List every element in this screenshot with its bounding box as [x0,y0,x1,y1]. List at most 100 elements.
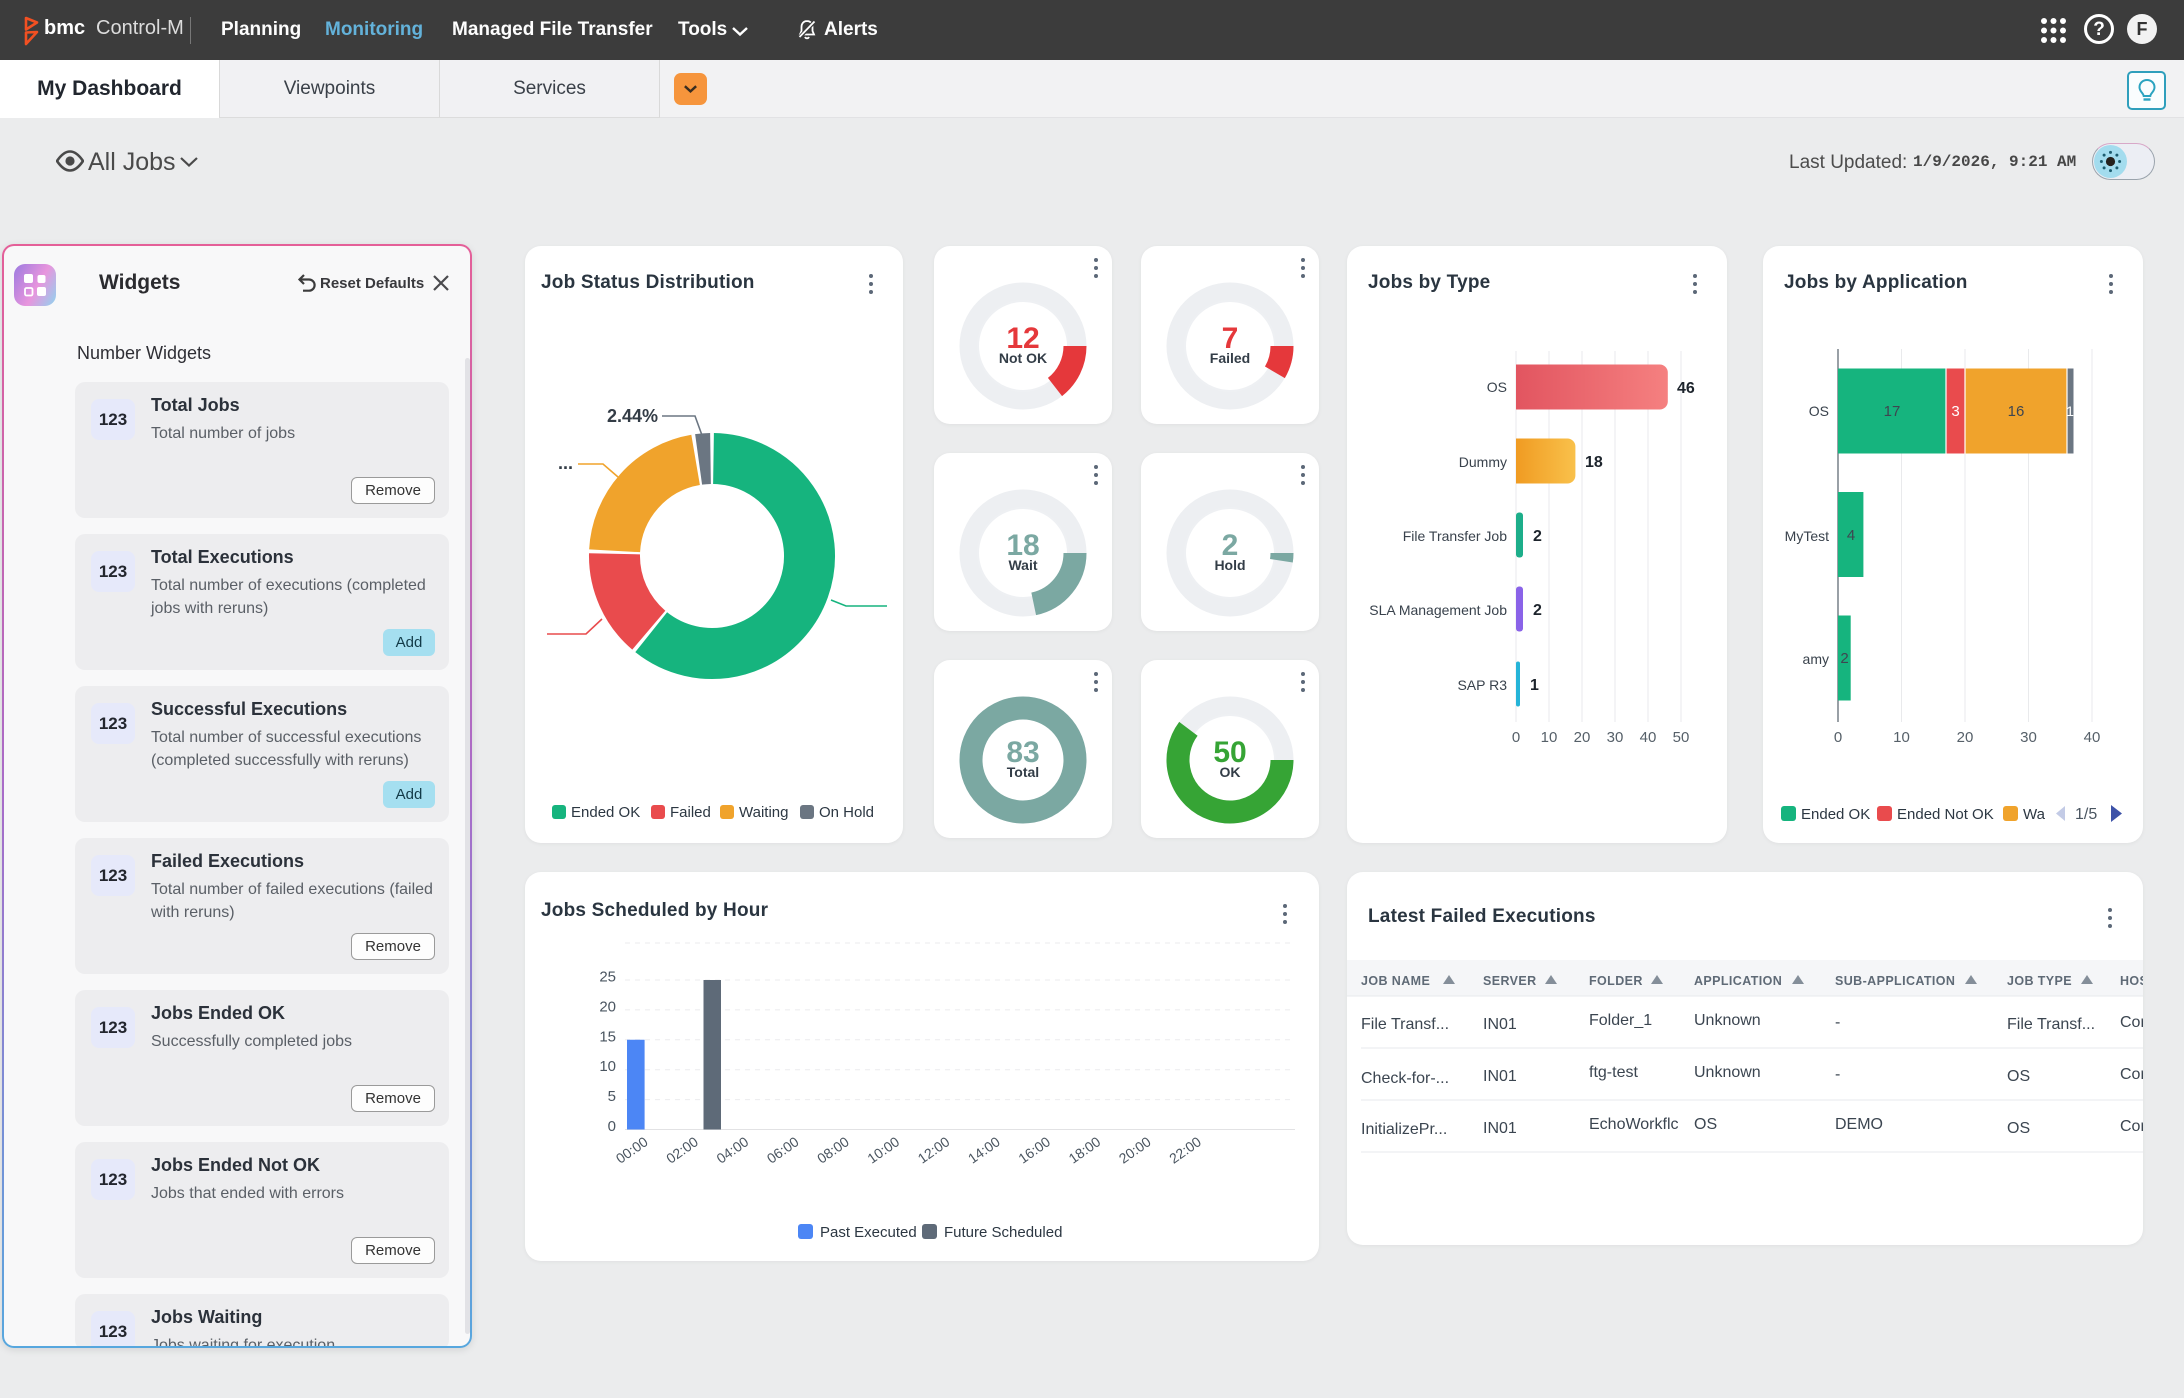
svg-text:40: 40 [2084,729,2101,746]
svg-text:OS: OS [1487,379,1507,395]
svg-text:2: 2 [1222,529,1239,562]
svg-text:Unknown: Unknown [1694,1064,1761,1081]
svg-text:OS: OS [2007,1120,2030,1137]
svg-text:02:00: 02:00 [663,1133,701,1166]
svg-text:18: 18 [1585,454,1603,471]
svg-text:12: 12 [1006,322,1039,355]
svg-text:File Transf...: File Transf... [1361,1016,1449,1033]
svg-text:Future Scheduled: Future Scheduled [944,1224,1062,1241]
svg-text:16:00: 16:00 [1015,1133,1053,1166]
svg-text:FOLDER: FOLDER [1589,974,1643,988]
svg-text:15: 15 [599,1028,616,1045]
svg-text:IN01: IN01 [1483,1120,1517,1137]
svg-text:10: 10 [1541,729,1558,746]
svg-text:IN01: IN01 [1483,1016,1517,1033]
svg-text:Wait: Wait [1008,557,1037,573]
svg-text:00:00: 00:00 [613,1133,651,1166]
svg-text:1: 1 [2066,403,2074,419]
svg-text:File Transf...: File Transf... [2007,1016,2095,1033]
svg-text:2: 2 [1840,650,1848,667]
svg-text:0: 0 [608,1118,616,1135]
svg-text:-: - [1835,1066,1840,1083]
svg-text:10: 10 [1893,729,1910,746]
svg-text:1/5: 1/5 [2075,806,2097,823]
svg-text:Failed: Failed [1210,350,1250,366]
svg-text:7: 7 [1222,322,1239,355]
svg-text:SUB-APPLICATION: SUB-APPLICATION [1835,974,1955,988]
svg-text:20: 20 [599,998,616,1015]
svg-text:Past Executed: Past Executed [820,1224,917,1241]
svg-text:12:00: 12:00 [915,1133,953,1166]
svg-text:-: - [1835,1014,1840,1031]
svg-text:4: 4 [1847,527,1855,544]
svg-text:18: 18 [1006,529,1039,562]
svg-text:83: 83 [1006,736,1039,769]
svg-text:Ended Not OK: Ended Not OK [1897,806,1994,823]
svg-text:SERVER: SERVER [1483,974,1537,988]
svg-text:30: 30 [1607,729,1624,746]
svg-text:17: 17 [1884,403,1901,420]
svg-text:InitializePr...: InitializePr... [1361,1121,1447,1138]
svg-text:Dummy: Dummy [1459,454,1507,470]
svg-text:Failed: Failed [670,804,711,821]
svg-text:Check-for-...: Check-for-... [1361,1070,1449,1087]
svg-text:On Hold: On Hold [819,804,874,821]
svg-text:Waiting: Waiting [739,804,788,821]
svg-text:OK: OK [1220,764,1241,780]
svg-text:OS: OS [1694,1116,1717,1133]
svg-text:Cor: Cor [2120,1118,2143,1135]
svg-text:16: 16 [2008,403,2025,420]
svg-text:JOB TYPE: JOB TYPE [2007,974,2072,988]
svg-text:Not OK: Not OK [999,350,1047,366]
svg-text:SLA Management Job: SLA Management Job [1369,602,1507,618]
svg-text:Folder_1: Folder_1 [1589,1012,1652,1029]
svg-text:2: 2 [1533,528,1542,545]
svg-text:OS: OS [2007,1068,2030,1085]
svg-text:JOB NAME: JOB NAME [1361,974,1430,988]
svg-text:40: 40 [1640,729,1657,746]
svg-text:...: ... [558,453,573,473]
svg-text:20:00: 20:00 [1116,1133,1154,1166]
svg-text:OS: OS [1809,403,1829,419]
svg-text:14:00: 14:00 [965,1133,1003,1166]
svg-text:Hold: Hold [1214,557,1245,573]
svg-text:04:00: 04:00 [713,1133,751,1166]
svg-text:20: 20 [1574,729,1591,746]
svg-text:IN01: IN01 [1483,1068,1517,1085]
svg-text:File Transfer Job: File Transfer Job [1403,528,1507,544]
svg-text:EchoWorkflc: EchoWorkflc [1589,1116,1679,1133]
svg-text:06:00: 06:00 [764,1133,802,1166]
svg-text:46: 46 [1677,380,1695,397]
svg-text:Ended OK: Ended OK [1801,806,1870,823]
svg-text:2.44%: 2.44% [607,406,658,426]
svg-text:APPLICATION: APPLICATION [1694,974,1782,988]
svg-text:08:00: 08:00 [814,1133,852,1166]
svg-text:MyTest: MyTest [1785,528,1829,544]
svg-text:Unknown: Unknown [1694,1012,1761,1029]
svg-text:10: 10 [599,1058,616,1075]
svg-text:1: 1 [1530,677,1539,694]
svg-text:10:00: 10:00 [864,1133,902,1166]
svg-text:18:00: 18:00 [1066,1133,1104,1166]
svg-text:30: 30 [2020,729,2037,746]
svg-text:0: 0 [1834,729,1842,746]
svg-text:20: 20 [1957,729,1974,746]
svg-text:Wa: Wa [2023,806,2046,823]
svg-text:SAP R3: SAP R3 [1457,677,1507,693]
svg-text:3: 3 [1951,403,1959,420]
svg-text:2: 2 [1533,602,1542,619]
svg-text:Cor: Cor [2120,1014,2143,1031]
svg-text:DEMO: DEMO [1835,1116,1883,1133]
svg-text:50: 50 [1673,729,1690,746]
svg-text:Cor: Cor [2120,1066,2143,1083]
svg-text:HOS: HOS [2120,974,2143,988]
svg-text:22:00: 22:00 [1166,1133,1204,1166]
svg-text:Total: Total [1007,764,1039,780]
svg-text:ftg-test: ftg-test [1589,1064,1638,1081]
svg-text:0: 0 [1512,729,1520,746]
svg-text:Ended OK: Ended OK [571,804,640,821]
svg-text:25: 25 [599,969,616,986]
svg-text:5: 5 [608,1088,616,1105]
svg-text:amy: amy [1803,651,1829,667]
svg-text:50: 50 [1213,736,1246,769]
